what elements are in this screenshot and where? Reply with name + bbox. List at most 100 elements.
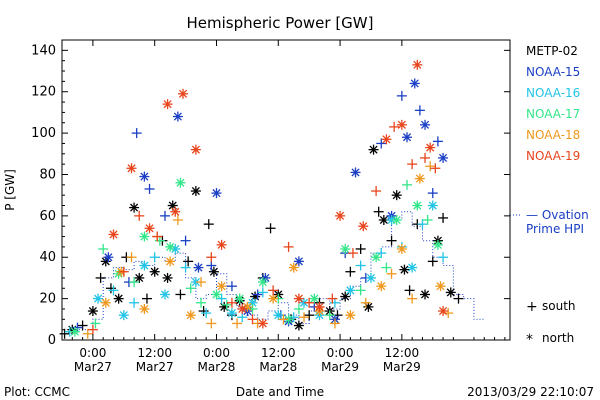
data-point-metp-02-south [105,283,116,294]
x-tick-date-label: Mar27 [74,360,112,374]
data-point-noaa-18-north [139,303,150,314]
data-point-noaa-18-north [345,310,356,321]
data-point-noaa-19-south [268,285,279,296]
x-tick-time-label: 0:00 [327,346,354,360]
data-point-noaa-18-north [396,243,407,254]
timestamp: 2013/03/29 22:10:07 [467,385,594,399]
data-point-noaa-16-north [226,308,237,319]
data-point-noaa-18-south [82,328,93,339]
data-point-metp-02-south [438,212,449,223]
data-point-noaa-19-south [347,248,358,259]
data-point-noaa-19-north [438,306,449,317]
data-point-noaa-17-south [196,297,207,308]
data-point-noaa-15-south [432,136,443,147]
data-point-metp-02-south [203,219,214,230]
data-point-noaa-15-north [193,262,204,273]
data-point-noaa-15-south [414,105,425,116]
data-point-noaa-19-south [389,121,400,132]
x-tick-date-label: Mar27 [136,360,174,374]
x-tick-time-label: 12:00 [137,346,172,360]
data-point-noaa-17-north [257,277,268,288]
data-point-noaa-15-south [396,90,407,101]
data-point-noaa-15-south [159,210,170,221]
data-point-noaa-18-south [329,318,340,329]
data-point-noaa-19-north [144,223,155,234]
data-point-noaa-19-north [126,163,137,174]
data-point-metp-02-south [175,289,186,300]
plot-border [61,39,511,341]
data-point-metp-02-south [95,272,106,283]
data-point-noaa-16-south [438,252,449,263]
data-point-noaa-16-south [355,260,366,271]
data-point-metp-02-north [363,301,374,312]
data-point-metp-02-south [386,235,397,246]
data-point-noaa-18-north [165,256,176,267]
data-point-noaa-17-south [422,215,433,225]
y-tick-label: 40 [39,250,56,265]
data-point-noaa-17-south [402,179,413,190]
data-point-metp-02-north [391,190,402,201]
y-tick-label: 0 [48,333,56,348]
data-point-noaa-16-south [201,308,212,319]
data-point-noaa-18-north [376,281,387,292]
data-point-noaa-18-south [232,318,243,329]
data-point-noaa-18-north [435,281,446,292]
data-point-noaa-15-north [293,256,304,267]
legend-item-noaa-16: NOAA-16 [526,86,580,100]
data-point-noaa-19-south [430,163,441,174]
data-point-noaa-16-north [159,289,170,300]
axes: 0204060801001201400:00Mar2712:00Mar270:0… [31,40,510,374]
y-tick-label: 100 [31,126,56,141]
data-point-noaa-18-south [206,318,217,329]
data-point-metp-02-north [378,215,389,225]
data-point-metp-02-south [404,285,415,296]
data-point-metp-02-north [340,291,351,302]
legend-item-metp-02: METP-02 [526,44,578,58]
data-point-metp-02-south [345,266,356,277]
data-point-noaa-17-north [139,231,150,242]
data-point-noaa-16-north [247,297,258,308]
data-point-noaa-19-south [134,210,145,221]
data-point-noaa-17-north [309,293,320,304]
data-point-noaa-16-south [149,252,160,263]
data-point-noaa-16-north [118,310,129,321]
data-point-noaa-17-north [432,239,443,250]
data-point-noaa-16-south [417,219,428,230]
data-point-noaa-19-south [283,241,294,252]
north-legend-label: north [542,331,574,345]
data-point-noaa-16-south [180,262,191,273]
data-point-noaa-16-south [329,297,340,308]
data-point-noaa-19-north [178,88,189,99]
data-point-noaa-19-north [216,239,227,250]
data-point-metp-02-north [87,306,98,317]
data-point-noaa-17-south [129,277,140,288]
legend-item-noaa-18: NOAA-18 [526,128,580,142]
data-point-noaa-16-north [139,260,150,271]
y-tick-label: 80 [39,167,56,182]
data-point-noaa-17-south [154,235,165,246]
data-point-noaa-17-south [355,285,366,296]
x-tick-date-label: Mar29 [383,360,421,374]
data-point-noaa-18-south [386,268,397,279]
data-point-noaa-17-south [221,299,232,310]
data-point-noaa-17-north [165,241,176,252]
data-point-noaa-19-north [190,144,201,155]
data-point-metp-02-south [427,256,438,267]
data-point-noaa-16-north [365,272,376,283]
data-point-metp-02-north [134,272,145,283]
data-point-noaa-19-north [335,210,346,221]
x-tick-time-label: 12:00 [261,346,296,360]
data-point-noaa-19-south [420,152,431,163]
y-tick-label: 60 [39,209,56,224]
chart-title: Hemispheric Power [GW] [187,14,374,32]
x-tick-date-label: Mar29 [321,360,359,374]
data-point-noaa-15-north [420,119,431,130]
y-tick-label: 120 [31,85,56,100]
legend: METP-02 NOAA-15 NOAA-16 NOAA-17 NOAA-18 NOAA-… [526,44,580,163]
data-point-noaa-15-south [72,322,83,333]
data-point-metp-02-north [445,287,456,298]
data-point-noaa-19-south [247,314,258,325]
data-point-metp-02-north [162,272,173,283]
y-tick-label: 140 [31,43,56,58]
data-point-noaa-19-north [237,303,248,314]
